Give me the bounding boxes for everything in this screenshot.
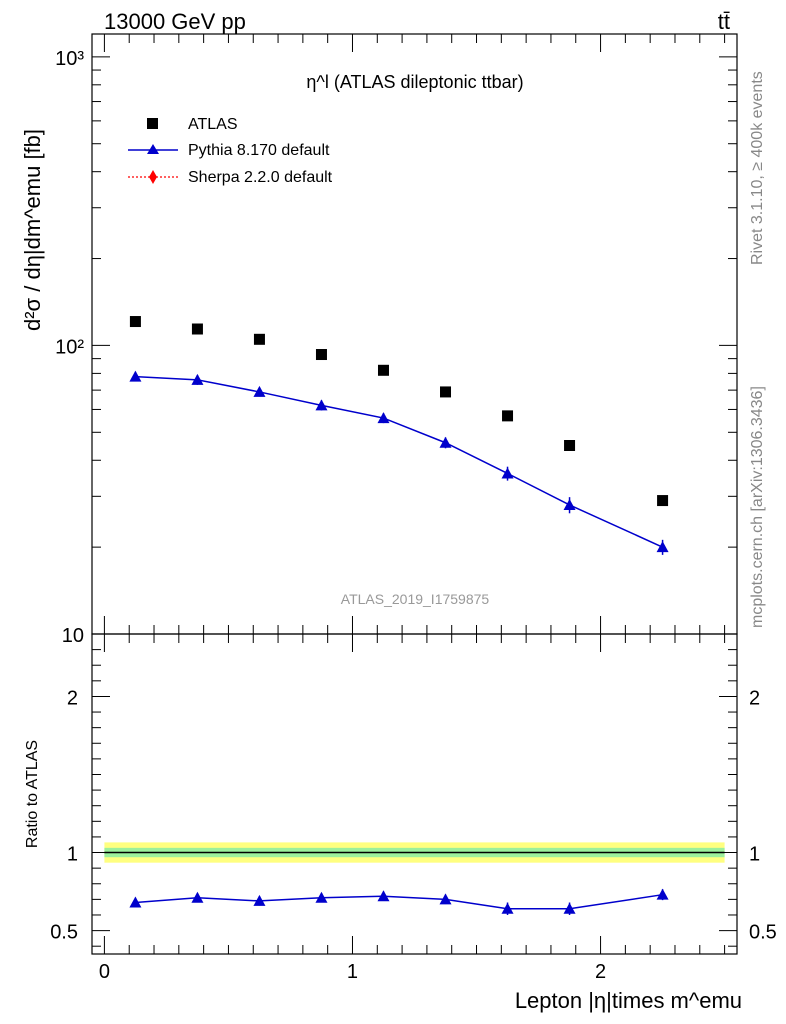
- main-marks: [129, 316, 669, 555]
- process-label: tt̄: [718, 9, 730, 34]
- ratio-y-tick-label-left: 1: [67, 844, 78, 866]
- watermark: ATLAS_2019_I1759875: [341, 591, 490, 607]
- ratio-x-tick-labels: 0 1 2: [99, 961, 606, 983]
- x-axis-label: Lepton |η|times m^emu: [515, 988, 742, 1013]
- main-y-tick-label: 10²: [55, 336, 84, 358]
- legend: ATLAS Pythia 8.170 default Sherpa 2.2.0 …: [128, 116, 333, 186]
- pythia-point: [501, 467, 514, 479]
- legend-label-sherpa: Sherpa 2.2.0 default: [188, 169, 333, 186]
- main-panel: 10 10² 10³ d²σ / dη|dm^emu [fb] η^l (ATLAS…: [20, 33, 738, 647]
- ratio-y-axis-label: Ratio to ATLAS: [24, 740, 41, 848]
- atlas-point: [440, 386, 452, 398]
- pythia-point: [253, 385, 266, 397]
- atlas-point: [191, 323, 203, 335]
- atlas-point: [129, 316, 141, 328]
- pythia-point: [315, 399, 328, 411]
- pythia-ratio-point: [129, 896, 142, 908]
- ratio-y-tick-label-left: 0.5: [50, 922, 78, 944]
- pythia-ratio-point: [656, 888, 669, 900]
- ratio-frame: [91, 633, 738, 955]
- ratio-x-ticks: [103, 634, 726, 954]
- pythia-point: [656, 541, 669, 553]
- legend-marker-sherpa: [149, 170, 157, 184]
- x-tick-label: 1: [347, 961, 358, 983]
- pythia-point: [129, 370, 142, 382]
- ratio-y-tick-label-right: 0.5: [749, 922, 777, 944]
- atlas-point: [564, 439, 576, 451]
- pythia-ratio-point: [501, 902, 514, 914]
- atlas-point: [657, 495, 669, 507]
- pythia-point: [191, 373, 204, 385]
- atlas-point: [315, 349, 327, 361]
- energy-label: 13000 GeV pp: [104, 9, 246, 34]
- ratio-y-tick-label-right: 2: [749, 687, 760, 709]
- main-x-ticks: [103, 34, 726, 634]
- atlas-point: [377, 364, 389, 376]
- main-y-axis-label: d²σ / dη|dm^emu [fb]: [20, 129, 45, 331]
- main-y-tick-label: 10³: [55, 48, 84, 70]
- atlas-point: [502, 410, 514, 422]
- main-y-tick-label: 10: [62, 625, 84, 647]
- legend-label-atlas: ATLAS: [188, 116, 238, 133]
- ratio-band: [104, 842, 725, 863]
- mcplots-label: mcplots.cern.ch [arXiv:1306.3436]: [749, 386, 766, 628]
- pythia-ratio-point: [563, 902, 576, 914]
- pythia-ratio-point: [439, 893, 452, 905]
- pythia-ratio-point: [253, 894, 266, 906]
- pythia-ratio-point: [191, 891, 204, 903]
- rivet-label: Rivet 3.1.10, ≥ 400k events: [749, 71, 766, 265]
- ratio-marks: [129, 888, 669, 915]
- main-y-ticks: [92, 56, 737, 635]
- pythia-ratio-point: [315, 891, 328, 903]
- pythia-line: [135, 375, 663, 548]
- ratio-y-tick-label-left: 2: [67, 687, 78, 709]
- main-y-tick-labels: 10 10² 10³: [55, 48, 84, 647]
- pythia-point: [563, 498, 576, 510]
- ratio-panel: 0.5 0.5 1 1 2 2 0 1 2 Ratio to ATLAS Lepton |η|…: [24, 633, 777, 1013]
- ratio-y-tick-labels: 0.5 0.5 1 1 2 2: [50, 687, 777, 943]
- x-tick-label: 0: [99, 961, 110, 983]
- legend-label-pythia: Pythia 8.170 default: [188, 142, 330, 159]
- chart-title: η^l (ATLAS dileptonic ttbar): [306, 72, 523, 92]
- pythia-ratio-line: [135, 893, 663, 910]
- atlas-point: [253, 333, 265, 345]
- pythia-ratio-point: [377, 890, 390, 902]
- pythia-point: [377, 412, 390, 424]
- pythia-point: [439, 436, 452, 448]
- ratio-y-ticks: [92, 633, 737, 947]
- x-tick-label: 2: [595, 961, 606, 983]
- legend-marker-pythia: [147, 144, 159, 154]
- legend-marker-atlas: [147, 118, 158, 129]
- ratio-y-tick-label-right: 1: [749, 844, 760, 866]
